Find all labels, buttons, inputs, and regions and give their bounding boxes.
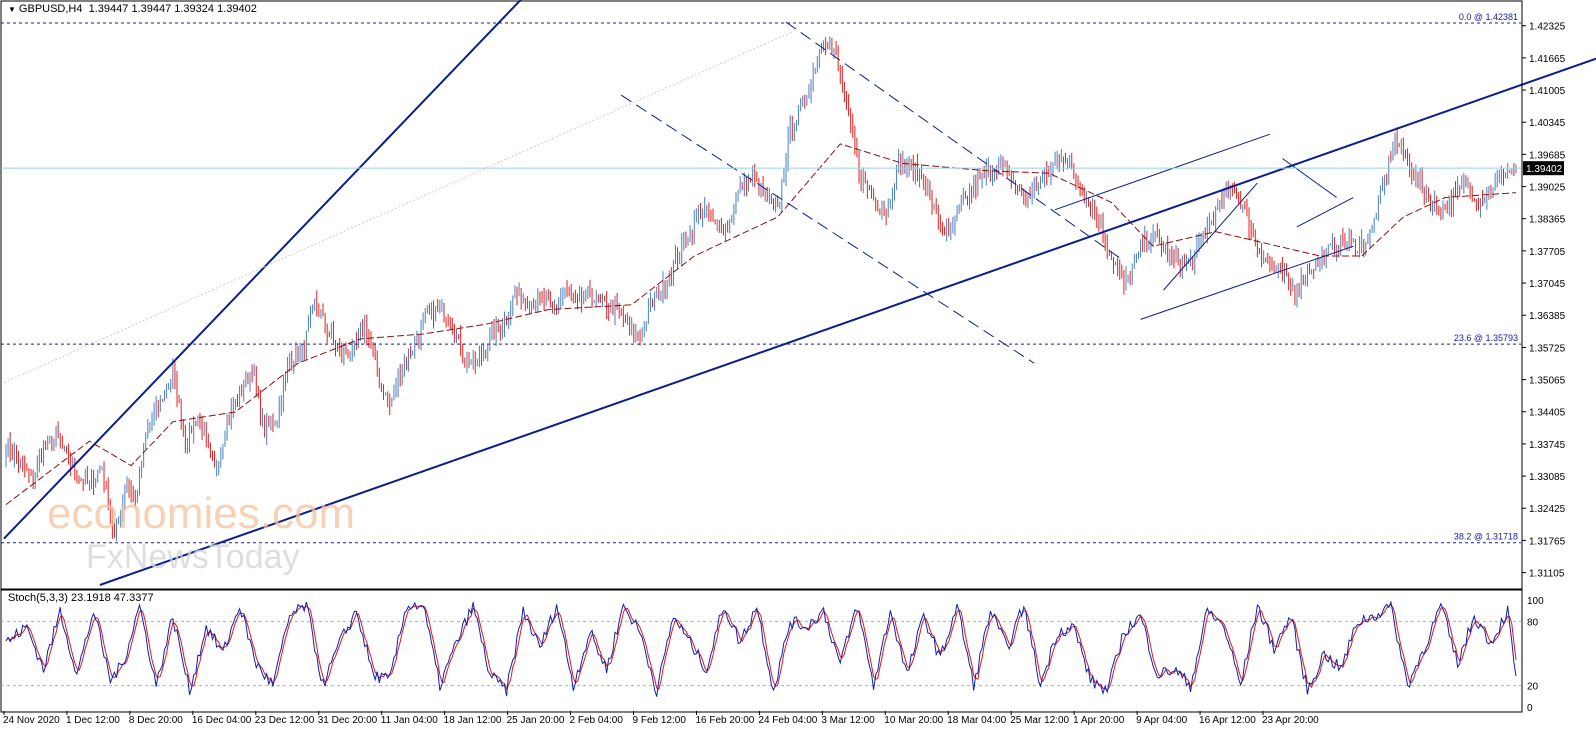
time-tick-label: 25 Mar 12:00 — [1010, 715, 1069, 726]
time-tick-label: 23 Dec 12:00 — [255, 715, 315, 726]
fib-level-label: 23.6 @ 1.35793 — [1454, 333, 1518, 343]
channel-dashed-lower — [620, 94, 1035, 364]
triangle-down-icon: ▼ — [8, 5, 16, 14]
time-tick-label: 24 Feb 04:00 — [758, 715, 817, 726]
moving-average-line — [5, 143, 1517, 505]
stoch-tick-label: 20 — [1527, 682, 1539, 693]
watermark-line1: economies.com — [47, 489, 355, 538]
time-tick-label: 31 Dec 20:00 — [318, 715, 378, 726]
price-tick-label: 1.42325 — [1529, 22, 1566, 33]
fib-level-label: 38.2 @ 1.31718 — [1454, 532, 1518, 542]
price-tick-label: 1.37705 — [1529, 247, 1566, 258]
price-tick-label: 1.33085 — [1529, 472, 1566, 483]
time-tick-label: 23 Apr 20:00 — [1262, 715, 1319, 726]
current-price-label: 1.39402 — [1526, 164, 1563, 175]
time-tick-label: 18 Mar 04:00 — [947, 715, 1006, 726]
price-tick-label: 1.41665 — [1529, 54, 1566, 65]
candles-group — [5, 36, 1517, 542]
stoch-pane-border — [0, 589, 1523, 713]
broken-downtrend — [1163, 182, 1258, 291]
time-tick-label: 2 Feb 04:00 — [570, 715, 624, 726]
current-price-box — [1523, 161, 1564, 176]
stoch-tick-label: 0 — [1527, 703, 1533, 714]
stoch-tick-label: 80 — [1527, 617, 1539, 628]
time-tick-label: 18 Jan 12:00 — [444, 715, 502, 726]
time-tick-label: 24 Nov 2020 — [3, 715, 60, 726]
fib-level-label: 0.0 @ 1.42381 — [1459, 12, 1518, 22]
stochastic-header: Stoch(5,3,3) 23.1918 47.3377 — [8, 592, 154, 604]
price-tick-label: 1.31105 — [1529, 569, 1565, 580]
time-tick-label: 3 Mar 12:00 — [821, 715, 875, 726]
price-tick-label: 1.31765 — [1529, 536, 1566, 547]
price-tick-label: 1.37045 — [1529, 279, 1566, 290]
time-tick-label: 25 Jan 20:00 — [507, 715, 565, 726]
price-tick-label: 1.35065 — [1529, 376, 1566, 387]
price-tick-label: 1.36385 — [1529, 311, 1566, 322]
faint-dotted-line — [3, 31, 793, 384]
stoch-tick-label: 100 — [1527, 596, 1544, 607]
main-trendline — [99, 57, 1596, 586]
time-tick-label: 16 Feb 20:00 — [695, 715, 754, 726]
price-tick-label: 1.39685 — [1529, 150, 1566, 161]
wedge-lower — [1296, 197, 1354, 228]
price-tick-label: 1.39025 — [1529, 183, 1566, 194]
channel-dashed-upper — [785, 21, 1125, 262]
time-tick-label: 1 Dec 12:00 — [66, 715, 120, 726]
ohlc-label: 1.39447 1.39447 1.39324 1.39402 — [88, 3, 257, 15]
time-tick-label: 16 Dec 04:00 — [192, 715, 252, 726]
stoch-signal-line — [5, 603, 1517, 692]
price-tick-label: 1.32425 — [1529, 504, 1566, 515]
wedge-upper — [1282, 158, 1337, 198]
time-tick-label: 9 Apr 04:00 — [1136, 715, 1188, 726]
price-tick-label: 1.33745 — [1529, 440, 1566, 451]
time-tick-label: 8 Dec 20:00 — [129, 715, 183, 726]
price-tick-label: 1.38365 — [1529, 215, 1566, 226]
price-tick-label: 1.35725 — [1529, 343, 1566, 354]
price-tick-label: 1.34405 — [1529, 408, 1566, 419]
watermark-line2: FxNewsToday — [86, 538, 300, 576]
time-tick-label: 11 Jan 04:00 — [381, 715, 439, 726]
time-tick-label: 1 Apr 20:00 — [1073, 715, 1125, 726]
chart-header: ▼ GBPUSD,H4 1.39447 1.39447 1.39324 1.394… — [8, 3, 257, 15]
bullish-channel-upper — [1054, 133, 1271, 211]
stoch-main-line — [5, 600, 1517, 697]
symbol-label: GBPUSD,H4 — [18, 3, 83, 15]
bullish-channel-lower — [1140, 245, 1354, 320]
price-tick-label: 1.41005 — [1529, 86, 1566, 97]
upper-trendline — [3, 0, 522, 540]
time-tick-label: 10 Mar 20:00 — [884, 715, 943, 726]
time-tick-label: 16 Apr 12:00 — [1199, 715, 1256, 726]
price-tick-label: 1.40345 — [1529, 118, 1566, 129]
time-tick-label: 9 Feb 12:00 — [633, 715, 687, 726]
